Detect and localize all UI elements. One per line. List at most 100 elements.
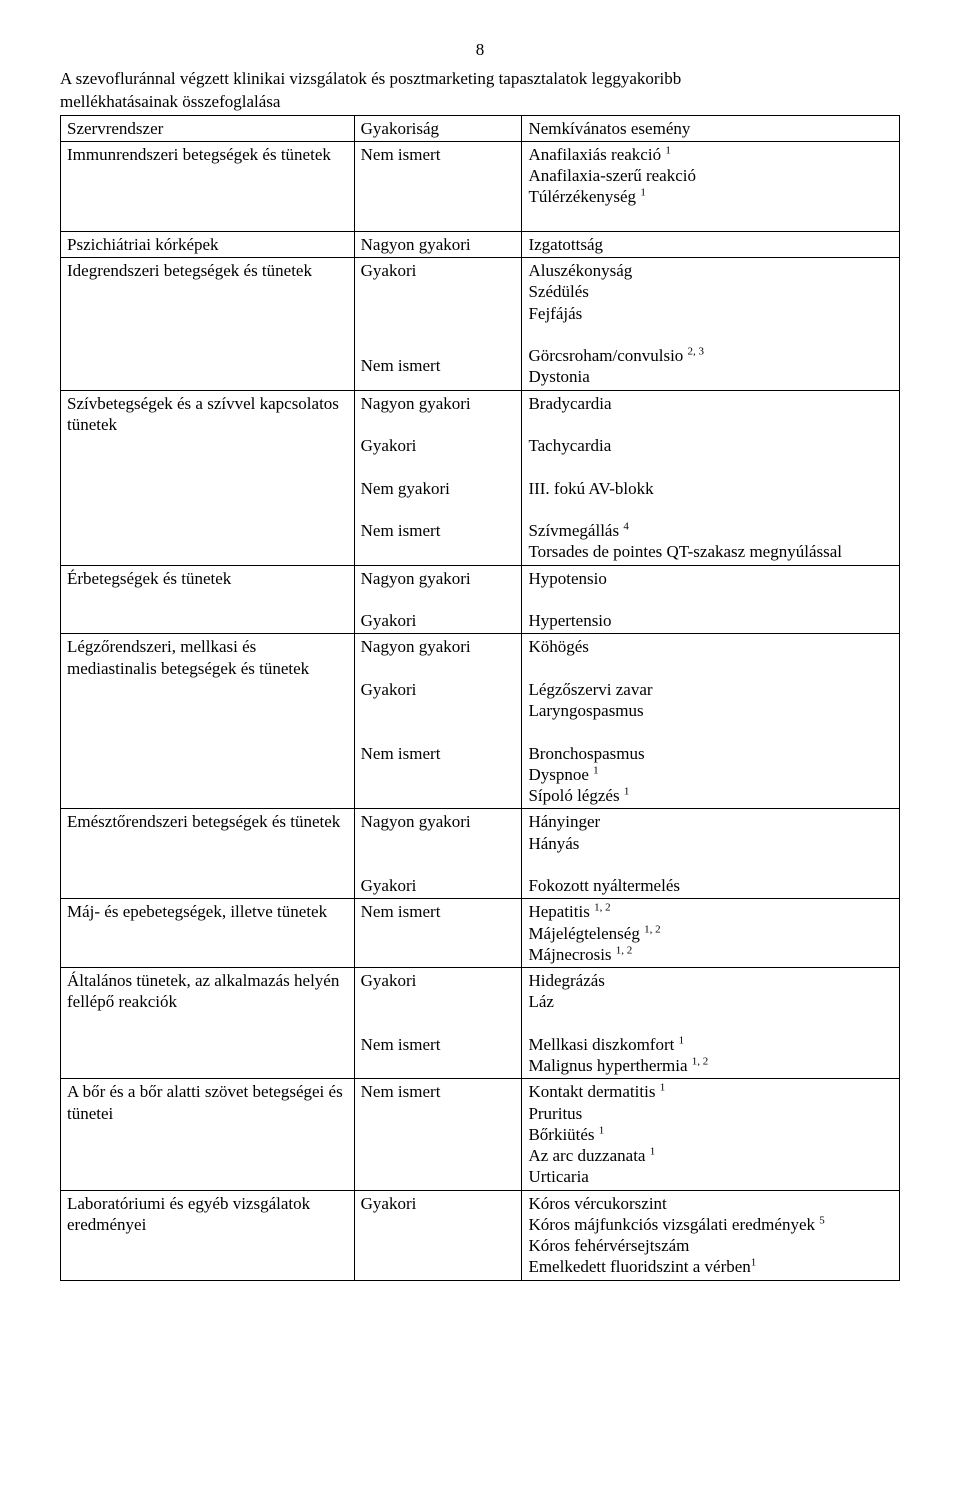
event-text: Túlérzékenység [528,187,640,206]
freq-text: Gyakori [361,610,516,631]
event-text: Dyspnoe [528,765,593,784]
cell-system: Érbetegségek és tünetek [61,565,355,634]
event-text: Anafilaxia-szerű reakció [528,165,893,186]
cell-event: Hányinger Hányás Fokozott nyáltermelés [522,809,900,899]
footnote-ref: 1, 2 [644,923,661,935]
event-text: Hidegrázás [528,970,893,991]
cell-system: Immunrendszeri betegségek és tünetek [61,141,355,231]
event-text: Hányás [528,833,893,854]
cell-system: Emésztőrendszeri betegségek és tünetek [61,809,355,899]
cell-event: Kontakt dermatitis 1 Pruritus Bőrkiütés … [522,1079,900,1190]
table-row: Idegrendszeri betegségek és tünetek Gyak… [61,258,900,391]
event-text: Fokozott nyáltermelés [528,875,893,896]
header-frequency: Gyakoriság [354,115,522,141]
cell-system: Pszichiátriai kórképek [61,231,355,257]
event-text: Tachycardia [528,435,893,456]
event-text: Kontakt dermatitis [528,1082,659,1101]
freq-text: Gyakori [361,875,516,896]
footnote-ref: 1, 2 [594,902,611,914]
cell-frequency: Nagyon gyakori Gyakori [354,565,522,634]
cell-system: Máj- és epebetegségek, illetve tünetek [61,899,355,968]
table-row: Emésztőrendszeri betegségek és tünetek N… [61,809,900,899]
event-text: Urticaria [528,1166,893,1187]
intro-line-1: A szevofluránnal végzett klinikai vizsgá… [60,68,900,89]
event-text: Légzőszervi zavar [528,679,893,700]
footnote-ref: 1 [640,187,646,199]
cell-frequency: Gyakori Nem ismert [354,968,522,1079]
table-row: Immunrendszeri betegségek és tünetek Nem… [61,141,900,231]
header-event: Nemkívánatos esemény [522,115,900,141]
event-text: Mellkasi diszkomfort [528,1035,678,1054]
cell-frequency: Gyakori [354,1190,522,1280]
footnote-ref: 1 [665,144,671,156]
freq-text: Nem ismert [361,1034,516,1055]
freq-text: Nem gyakori [361,478,516,499]
event-text: Hányinger [528,811,893,832]
table-row: Érbetegségek és tünetek Nagyon gyakori G… [61,565,900,634]
cell-event: Köhögés Légzőszervi zavar Laryngospasmus… [522,634,900,809]
cell-system: Laboratóriumi és egyéb vizsgálatok eredm… [61,1190,355,1280]
table-row: Pszichiátriai kórképek Nagyon gyakori Iz… [61,231,900,257]
intro-line-2: mellékhatásainak összefoglalása [60,91,900,112]
event-text: Kóros májfunkciós vizsgálati eredmények [528,1215,819,1234]
cell-frequency: Gyakori Nem ismert [354,258,522,391]
event-text: Hypertensio [528,610,893,631]
event-text: Anafilaxiás reakció [528,145,665,164]
table-row: Légzőrendszeri, mellkasi és mediastinali… [61,634,900,809]
cell-frequency: Nagyon gyakori Gyakori Nem gyakori Nem i… [354,390,522,565]
footnote-ref: 1 [593,764,599,776]
footnote-ref: 1 [751,1257,757,1269]
cell-event: Anafilaxiás reakció 1 Anafilaxia-szerű r… [522,141,900,231]
event-text: Bradycardia [528,393,893,414]
footnote-ref: 5 [819,1214,825,1226]
table-row: Általános tünetek, az alkalmazás helyén … [61,968,900,1079]
event-text: Az arc duzzanata [528,1146,649,1165]
footnote-ref: 1 [599,1124,605,1136]
event-text: Bőrkiütés [528,1125,598,1144]
footnote-ref: 1 [624,785,630,797]
cell-frequency: Nem ismert [354,1079,522,1190]
cell-event: Kóros vércukorszint Kóros májfunkciós vi… [522,1190,900,1280]
event-text: Láz [528,991,893,1012]
cell-system: Általános tünetek, az alkalmazás helyén … [61,968,355,1079]
freq-text: Nagyon gyakori [361,568,516,589]
cell-frequency: Nagyon gyakori [354,231,522,257]
adverse-events-table: Szervrendszer Gyakoriság Nemkívánatos es… [60,115,900,1281]
cell-frequency: Nem ismert [354,899,522,968]
freq-text: Nagyon gyakori [361,811,516,832]
table-row: Máj- és epebetegségek, illetve tünetek N… [61,899,900,968]
cell-system: Légzőrendszeri, mellkasi és mediastinali… [61,634,355,809]
event-text: Malignus hyperthermia [528,1056,691,1075]
event-text: III. fokú AV-blokk [528,478,893,499]
event-text: Szédülés [528,281,893,302]
cell-frequency: Nem ismert [354,141,522,231]
cell-system: Idegrendszeri betegségek és tünetek [61,258,355,391]
event-text: Bronchospasmus [528,743,893,764]
freq-text: Nem ismert [361,743,516,764]
event-text: Fejfájás [528,303,893,324]
table-header-row: Szervrendszer Gyakoriság Nemkívánatos es… [61,115,900,141]
cell-system: A bőr és a bőr alatti szövet betegségei … [61,1079,355,1190]
event-text: Kóros vércukorszint [528,1193,893,1214]
freq-text: Nem ismert [361,520,516,541]
page-number: 8 [60,40,900,60]
footnote-ref: 1, 2 [616,944,633,956]
table-row: Szívbetegségek és a szívvel kapcsolatos … [61,390,900,565]
footnote-ref: 2, 3 [688,345,705,357]
footnote-ref: 4 [623,520,629,532]
freq-text: Gyakori [361,435,516,456]
freq-text: Nem ismert [361,355,516,376]
event-text: Hepatitis [528,902,594,921]
table-row: A bőr és a bőr alatti szövet betegségei … [61,1079,900,1190]
event-text: Dystonia [528,366,893,387]
event-text: Pruritus [528,1103,893,1124]
cell-event: Aluszékonyság Szédülés Fejfájás Görcsroh… [522,258,900,391]
header-system: Szervrendszer [61,115,355,141]
footnote-ref: 1, 2 [692,1055,709,1067]
freq-text: Nagyon gyakori [361,636,516,657]
freq-text: Gyakori [361,679,516,700]
event-text: Laryngospasmus [528,700,893,721]
footnote-ref: 1 [650,1145,656,1157]
cell-event: Hidegrázás Láz Mellkasi diszkomfort 1 Ma… [522,968,900,1079]
cell-event: Izgatottság [522,231,900,257]
